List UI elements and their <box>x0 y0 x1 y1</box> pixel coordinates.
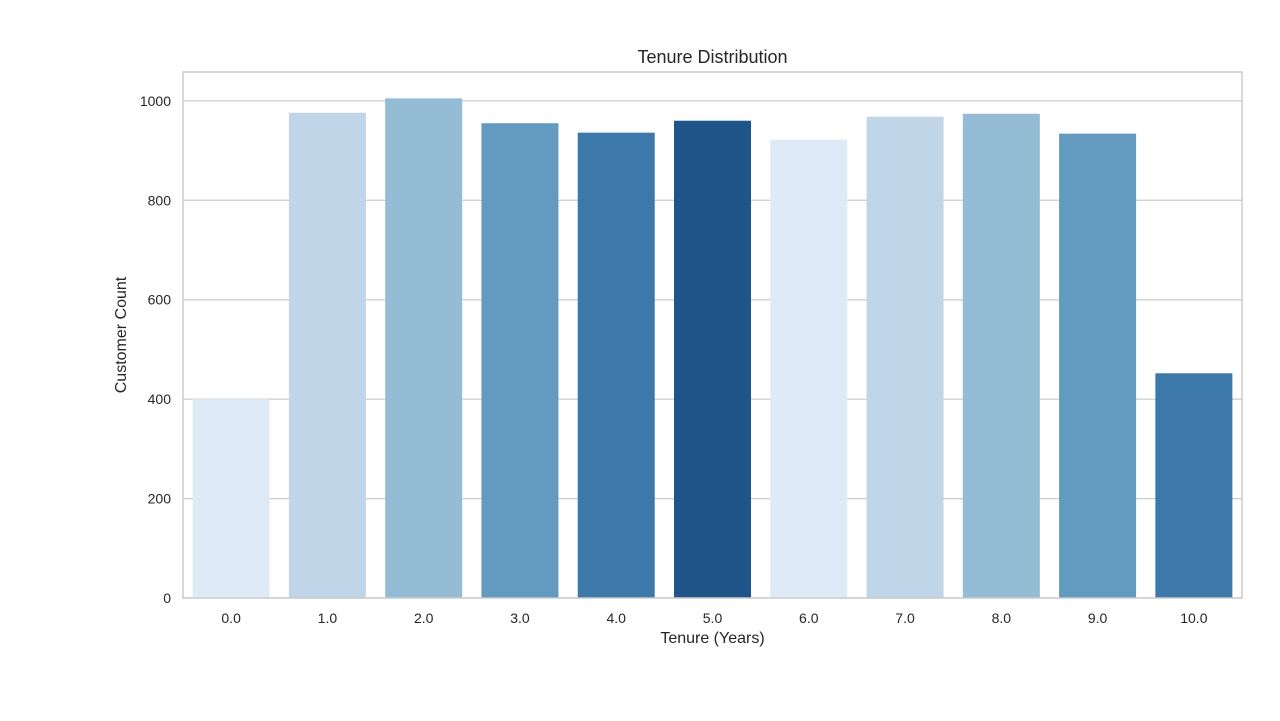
chart-title: Tenure Distribution <box>637 47 787 67</box>
y-tick-label: 600 <box>148 292 172 308</box>
x-tick-label: 6.0 <box>799 610 819 626</box>
x-tick-label: 4.0 <box>606 610 626 626</box>
y-axis-label: Customer Count <box>113 276 130 393</box>
y-tick-label: 200 <box>148 491 172 507</box>
x-tick-label: 0.0 <box>221 610 241 626</box>
bars <box>192 98 1233 599</box>
x-tick-label: 2.0 <box>414 610 434 626</box>
bar-9.0 <box>1059 133 1137 599</box>
x-tick-label: 7.0 <box>895 610 915 626</box>
bar-2.0 <box>385 98 463 598</box>
x-tick-label: 1.0 <box>318 610 338 626</box>
x-tick-label: 8.0 <box>992 610 1012 626</box>
y-tick-label: 800 <box>148 192 172 208</box>
bar-5.0 <box>673 120 752 599</box>
x-tick-label: 9.0 <box>1088 610 1108 626</box>
y-tick-labels: 0 200 400 600 800 1000 <box>140 93 171 606</box>
bar-8.0 <box>962 113 1040 599</box>
bar-3.0 <box>481 123 559 598</box>
bar-6.0 <box>770 139 848 598</box>
bar-1.0 <box>288 112 366 598</box>
plot-frame <box>182 71 1243 599</box>
bar-4.0 <box>577 132 655 599</box>
bar-7.0 <box>866 116 944 598</box>
x-axis-label: Tenure (Years) <box>660 630 764 647</box>
y-tick-label: 1000 <box>140 93 171 109</box>
x-tick-label: 3.0 <box>510 610 530 626</box>
bar-10.0 <box>1155 373 1233 598</box>
y-tick-label: 400 <box>148 391 172 407</box>
y-tick-label: 0 <box>163 590 171 606</box>
x-tick-label: 5.0 <box>703 610 723 626</box>
x-tick-label: 10.0 <box>1180 610 1207 626</box>
x-tick-labels: 0.0 1.0 2.0 3.0 4.0 5.0 6.0 7.0 8.0 9.0 10.0 <box>221 610 1207 626</box>
bar-0.0 <box>192 399 270 598</box>
